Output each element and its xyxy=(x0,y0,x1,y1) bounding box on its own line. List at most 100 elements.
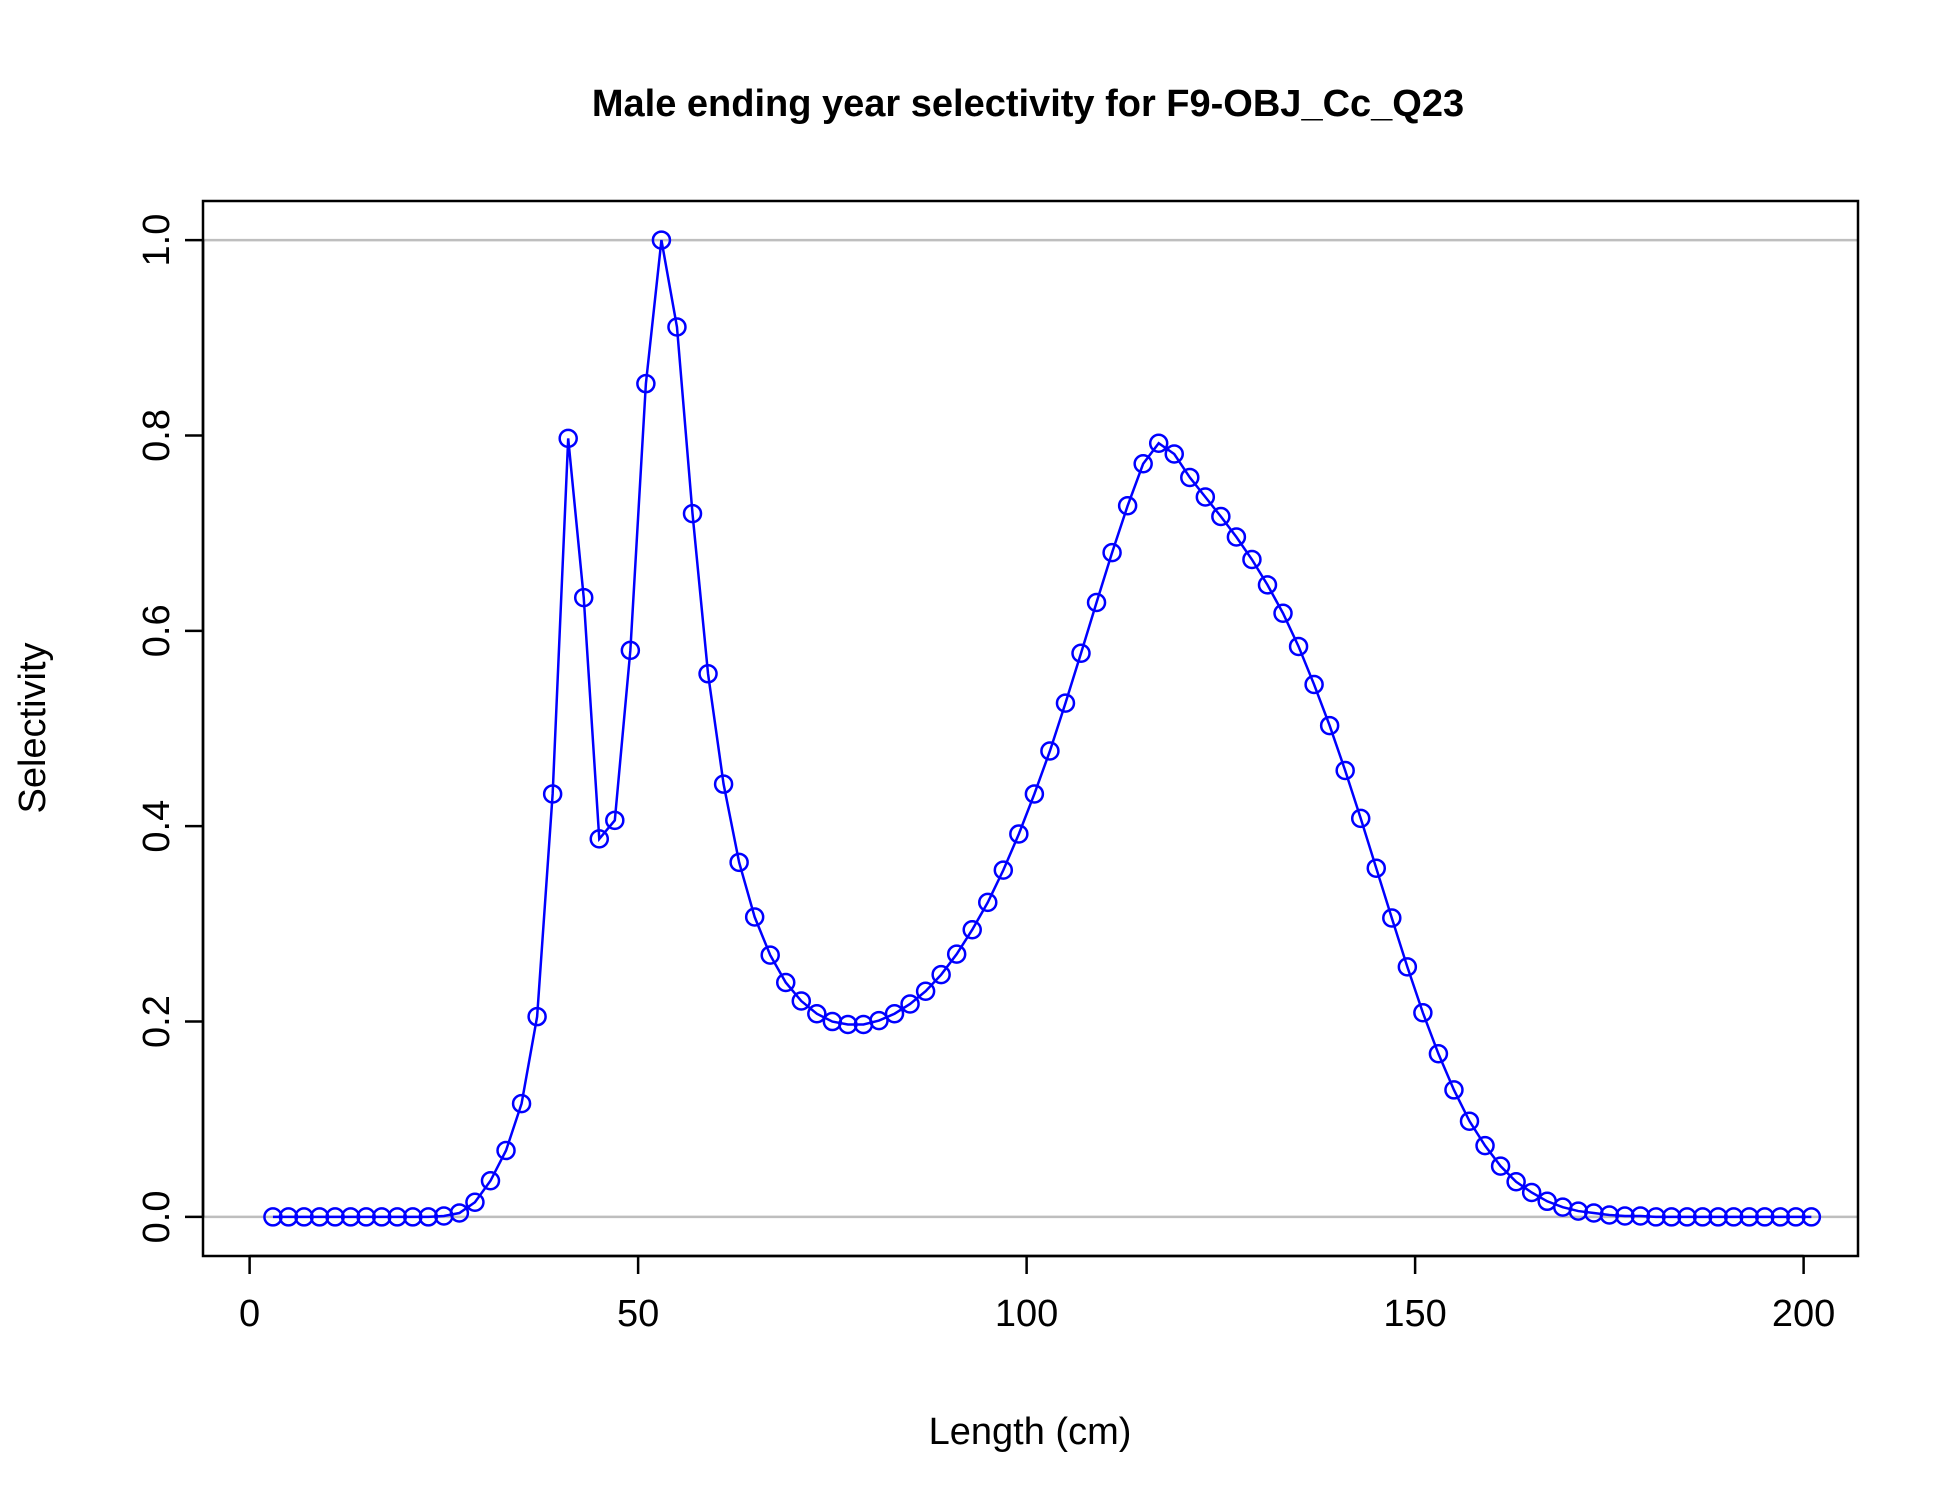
data-point xyxy=(1024,784,1045,804)
data-point xyxy=(1801,1207,1822,1227)
data-point xyxy=(418,1207,439,1227)
data-point xyxy=(713,774,734,794)
data-point xyxy=(1459,1111,1480,1131)
data-point xyxy=(371,1207,392,1227)
data-point xyxy=(263,1207,283,1227)
data-point xyxy=(356,1207,376,1227)
series-group xyxy=(263,230,1822,1227)
data-point xyxy=(449,1203,470,1223)
reference-lines xyxy=(203,238,1858,1219)
y-tick-label: 0.8 xyxy=(136,409,178,462)
y-tick-label: 0.2 xyxy=(136,995,178,1048)
y-tick-label: 0.0 xyxy=(136,1191,178,1244)
x-axis-label: Length (cm) xyxy=(929,1411,1132,1453)
data-point xyxy=(744,907,765,927)
data-point xyxy=(1102,542,1122,563)
data-point xyxy=(1164,444,1184,464)
data-point xyxy=(931,964,951,985)
series-line xyxy=(272,239,1812,1219)
data-point xyxy=(1428,1044,1449,1064)
y-axis: 0.0 0.2 0.4 0.6 0.8 1.0 xyxy=(136,214,205,1244)
data-point xyxy=(1661,1207,1682,1227)
data-point xyxy=(403,1207,423,1227)
data-point xyxy=(340,1207,361,1227)
y-axis-label: Selectivity xyxy=(12,642,54,813)
data-point xyxy=(1490,1156,1511,1176)
data-point xyxy=(900,994,920,1014)
data-point xyxy=(309,1207,330,1227)
data-point xyxy=(946,944,967,964)
data-point xyxy=(1319,715,1340,736)
x-axis: 0 50 100 150 200 xyxy=(239,1254,1835,1335)
chart-title: Male ending year selectivity for F9-OBJ_… xyxy=(592,83,1464,125)
data-point xyxy=(729,852,749,873)
y-tick-label: 0.6 xyxy=(136,604,178,657)
data-point xyxy=(915,981,936,1002)
data-point xyxy=(1739,1207,1759,1227)
x-tick-label: 200 xyxy=(1772,1293,1835,1335)
data-point xyxy=(558,428,578,449)
x-tick-label: 0 xyxy=(239,1293,260,1335)
data-point xyxy=(1692,1207,1713,1227)
data-point xyxy=(1413,1003,1433,1023)
data-point xyxy=(1444,1080,1464,1100)
data-point xyxy=(869,1010,889,1031)
x-tick-label: 150 xyxy=(1383,1293,1446,1335)
data-point xyxy=(325,1207,345,1227)
data-point xyxy=(962,919,982,940)
data-point xyxy=(278,1207,299,1227)
data-point xyxy=(1195,487,1216,507)
data-point xyxy=(993,860,1014,880)
data-point xyxy=(636,373,656,394)
data-point xyxy=(978,892,998,913)
data-point xyxy=(1086,592,1107,613)
data-point xyxy=(760,945,780,965)
y-tick-label: 1.0 xyxy=(136,214,178,267)
data-point xyxy=(1304,674,1324,695)
data-point xyxy=(605,810,625,831)
data-point xyxy=(527,1006,547,1027)
data-point xyxy=(1397,957,1418,977)
x-tick-label: 50 xyxy=(617,1293,659,1335)
x-tick-label: 100 xyxy=(995,1293,1058,1335)
data-point xyxy=(294,1207,314,1227)
data-point xyxy=(542,784,563,804)
y-tick-label: 0.4 xyxy=(136,800,178,853)
data-point xyxy=(1770,1207,1791,1227)
data-point xyxy=(1366,858,1387,878)
data-point xyxy=(884,1003,905,1024)
data-point xyxy=(1521,1182,1542,1203)
data-point xyxy=(1288,636,1309,657)
data-point xyxy=(1055,693,1076,713)
plot-frame xyxy=(201,199,1860,1258)
data-point xyxy=(1148,433,1169,454)
data-point xyxy=(1630,1206,1651,1226)
data-point xyxy=(387,1207,407,1227)
data-point xyxy=(698,664,718,684)
data-point xyxy=(775,972,796,993)
data-point xyxy=(620,640,641,661)
data-point xyxy=(1599,1205,1620,1225)
data-point xyxy=(1273,603,1293,623)
data-point xyxy=(1226,527,1247,547)
data-point xyxy=(1257,575,1278,595)
data-point xyxy=(807,1003,827,1024)
data-point xyxy=(1646,1207,1666,1227)
data-point xyxy=(1211,506,1231,527)
data-point xyxy=(1117,496,1138,516)
data-point xyxy=(1708,1207,1728,1227)
data-point xyxy=(682,503,703,524)
data-point xyxy=(1677,1207,1697,1227)
data-point xyxy=(1180,467,1200,488)
data-point xyxy=(1786,1207,1806,1227)
data-point xyxy=(465,1192,485,1213)
data-point xyxy=(1723,1207,1744,1227)
data-point xyxy=(1009,824,1029,844)
data-point xyxy=(667,317,687,337)
data-point xyxy=(1755,1207,1775,1227)
data-point xyxy=(651,230,672,250)
data-point xyxy=(1071,643,1091,664)
data-point xyxy=(838,1014,858,1035)
data-point xyxy=(1615,1206,1635,1226)
